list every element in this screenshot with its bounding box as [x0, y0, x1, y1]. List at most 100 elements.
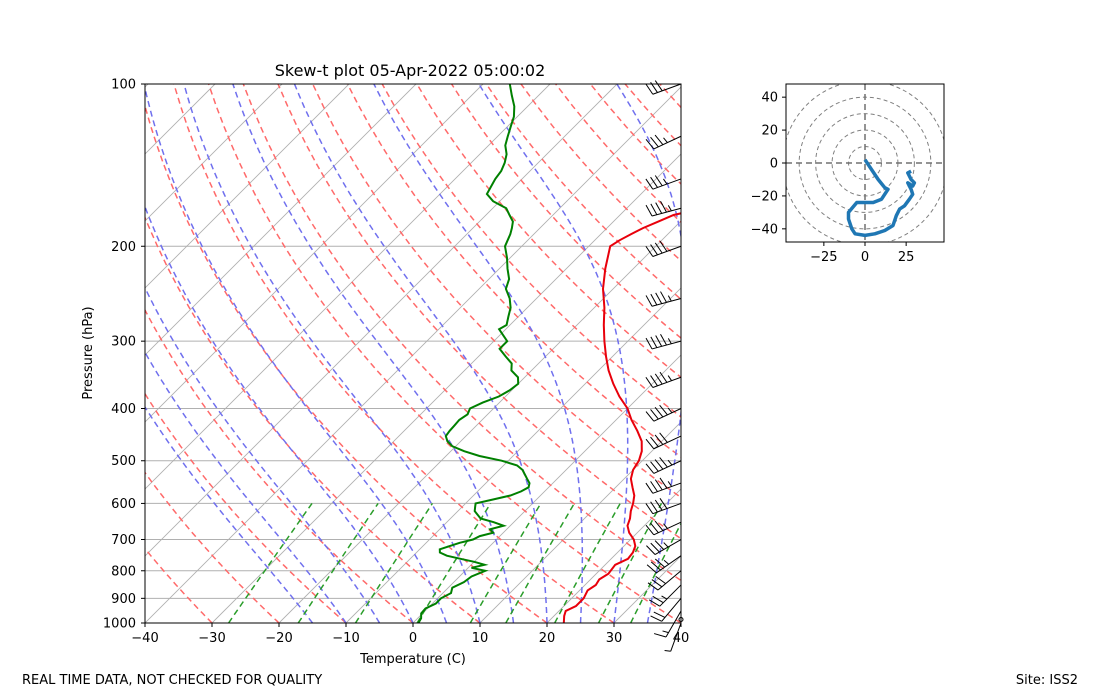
isotherm-line	[748, 84, 1100, 623]
barb-flag	[645, 204, 653, 217]
barb-flag	[651, 579, 663, 588]
dry-adiabat	[764, 84, 1100, 623]
barb-flag	[645, 524, 655, 536]
x-tick-label: 30	[606, 631, 623, 646]
wind-barb	[645, 201, 682, 217]
x-tick-label: 20	[539, 631, 556, 646]
dry-adiabat	[145, 103, 548, 623]
barb-flag	[650, 375, 658, 387]
wind-barb	[645, 240, 682, 257]
wind-barb	[645, 80, 682, 95]
barb-flag	[654, 373, 663, 385]
barb-flag	[660, 333, 667, 346]
barb-flag	[645, 138, 655, 150]
y-tick-label: 100	[111, 78, 136, 93]
barb-flag	[654, 558, 665, 568]
isotherm-line	[613, 555, 681, 623]
wind-barb	[645, 333, 682, 350]
barb-flag	[645, 411, 655, 422]
barb-flag	[654, 407, 664, 418]
y-tick-label: 300	[111, 335, 136, 350]
barb-flag	[648, 599, 661, 607]
wind-barb	[650, 598, 682, 622]
barb-half-flag	[667, 375, 673, 381]
isotherm-line	[211, 153, 681, 623]
barb-flag	[650, 481, 658, 492]
barb-flag	[653, 611, 666, 618]
x-tick-label: −30	[198, 631, 225, 646]
hodograph-line	[846, 158, 917, 238]
barb-flag	[659, 498, 668, 509]
x-tick-label: 40	[673, 631, 690, 646]
wind-barb	[645, 477, 682, 494]
barb-staff	[670, 622, 682, 652]
barb-half-flag	[662, 630, 669, 634]
barb-flag	[650, 136, 659, 148]
hodograph-panel: −25 0 25 −40 −20 0 20 40	[751, 83, 945, 265]
isotherm-line	[546, 488, 681, 623]
moist-adiabat	[145, 204, 414, 623]
barb-flag	[655, 575, 666, 585]
y-tick-label: 200	[111, 240, 136, 255]
barb-flag	[645, 245, 654, 257]
isotherm-line	[680, 622, 681, 623]
site-label: Site: ISS2	[1015, 673, 1078, 688]
barb-flag	[654, 540, 665, 550]
hodograph-rings	[786, 84, 944, 242]
dry-adiabat	[145, 215, 481, 623]
calm-circle	[678, 616, 684, 622]
barb-flag	[650, 561, 661, 571]
barb-flag	[650, 542, 660, 553]
x-tick-label: 0	[409, 631, 417, 646]
dry-adiabat	[416, 84, 681, 379]
barb-flag	[650, 461, 659, 472]
y-tick-label: 800	[111, 564, 136, 579]
temperature-profile	[562, 212, 681, 623]
wind-barb	[647, 570, 682, 591]
wind-barb	[645, 291, 682, 307]
wind-barb	[645, 498, 682, 515]
wind-barb	[646, 539, 682, 555]
isotherm-line	[145, 84, 417, 356]
wind-barb	[648, 584, 682, 607]
barb-half-flag	[667, 338, 672, 344]
wind-barb	[645, 457, 682, 474]
isotherm-line	[145, 84, 618, 557]
barb-flag	[650, 203, 658, 215]
isotherm-line	[145, 84, 283, 222]
dry-adiabat	[346, 84, 681, 458]
moist-adiabat	[145, 405, 314, 623]
moist-adiabat	[145, 85, 448, 623]
dry-adiabat	[381, 84, 681, 418]
dry-adiabat	[312, 84, 681, 499]
barb-flag	[654, 459, 664, 470]
hodo-y-tick-label: −40	[751, 222, 778, 237]
barb-flag	[659, 404, 668, 416]
moist-adiabat	[293, 84, 548, 623]
hodo-x-tick-label: 0	[861, 250, 869, 265]
wind-barb	[646, 555, 682, 574]
barb-flag	[645, 503, 654, 514]
barb-flag	[660, 291, 667, 303]
barb-flag	[650, 501, 658, 513]
barb-flag	[659, 432, 668, 443]
barb-flag	[654, 175, 663, 187]
x-tick-label: −20	[265, 631, 292, 646]
wind-barb	[653, 610, 682, 638]
isotherm-line	[145, 84, 350, 289]
dry-adiabat	[145, 471, 280, 623]
barb-flag	[650, 176, 658, 188]
mixing-ratio-line	[416, 503, 492, 623]
barb-flag	[659, 371, 668, 383]
barb-half-flag	[667, 459, 673, 466]
moist-adiabat	[616, 84, 681, 623]
skewt-panel: Skew-t plot 05-Apr-2022 05:00:02 1000900…	[0, 61, 1100, 667]
hodo-x-tick-label: −25	[810, 250, 837, 265]
barb-flag	[654, 242, 663, 254]
dry-adiabat	[555, 84, 681, 224]
dry-adiabat	[242, 84, 681, 582]
x-tick-label: −40	[131, 631, 158, 646]
isotherm-line	[0, 84, 81, 623]
isotherm-line	[145, 84, 216, 155]
